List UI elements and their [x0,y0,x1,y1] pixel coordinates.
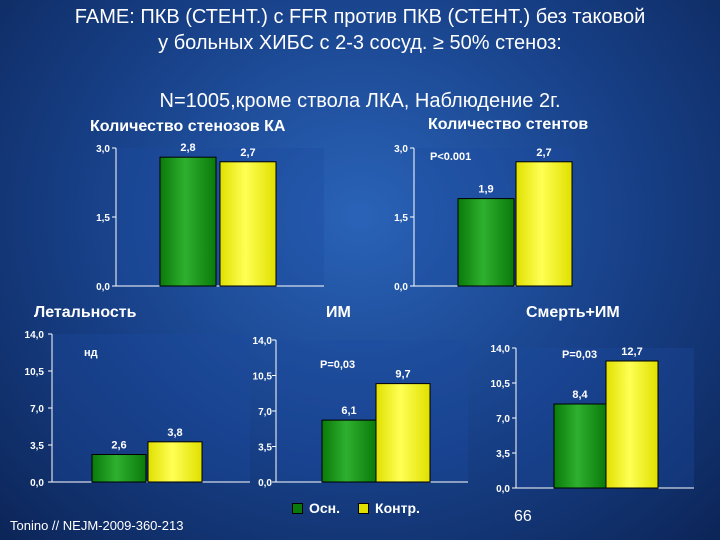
p-value-annotation-2: нд [84,347,98,359]
y-tick-label-0-1: 1,5 [96,213,110,224]
y-tick-label-3-1: 10,5 [253,372,273,383]
bar-value-label-3-control: 9,7 [395,369,410,381]
bar-3-main [321,419,377,483]
y-tick-label-3-4: 0,0 [258,478,272,489]
legend: Осн. Контр. [292,500,420,516]
bar-value-label-1-control: 2,7 [536,147,551,159]
slide-title-line-1: FAME: ПКВ (СТЕНТ.) с FFR против ПКВ (СТЕ… [74,6,646,28]
chart-title-stenoses: Количество стенозов КА [90,118,286,135]
bar-1-control [515,161,573,287]
bar-1-main [457,198,515,287]
y-tick-label-0-2: 0,0 [96,282,110,293]
y-tick-label-2-0: 14,0 [25,330,45,341]
bar-value-label-4-main: 8,4 [572,389,588,401]
p-value-annotation-3: P=0,03 [320,359,355,371]
legend-label-control: Контр. [375,500,420,516]
legend-item-main: Осн. [292,500,340,516]
page-number: 66 [514,508,532,525]
slide-title-line-2: у больных ХИБС с 2-3 сосуд. ≥ 50% стеноз… [158,32,562,54]
y-tick-label-3-2: 7,0 [258,407,272,418]
bar-2-control [147,441,203,483]
y-tick-label-4-4: 0,0 [496,484,510,495]
p-value-annotation-4: P=0,03 [562,349,597,361]
chart-title-mortality: Летальность [34,304,137,321]
chart-title-mi: ИМ [326,304,351,321]
y-tick-label-4-2: 7,0 [496,414,510,425]
bar-4-control [605,360,659,489]
bar-3-control [375,383,431,483]
chart-title-stents: Количество стентов [428,116,589,133]
bar-value-label-3-main: 6,1 [341,405,356,417]
bar-4-main [553,403,607,489]
chart-title-death-mi: Смерть+ИМ [526,304,620,321]
y-tick-label-2-4: 0,0 [30,478,44,489]
y-tick-label-2-1: 10,5 [25,367,45,378]
bar-value-label-2-control: 3,8 [167,427,182,439]
y-tick-label-4-0: 14,0 [491,344,511,355]
slide-title-line-3: N=1005,кроме ствола ЛКА, Наблюдение 2г. [159,90,561,112]
y-tick-label-2-3: 3,5 [30,441,44,452]
p-value-annotation-1: P<0.001 [430,151,471,163]
bar-0-main [159,156,217,287]
bar-0-control [219,161,277,287]
y-tick-label-2-2: 7,0 [30,404,44,415]
y-tick-label-1-1: 1,5 [394,213,408,224]
bar-value-label-1-main: 1,9 [478,184,493,196]
y-tick-label-1-0: 3,0 [394,144,408,155]
y-tick-label-3-3: 3,5 [258,443,272,454]
y-tick-label-1-2: 0,0 [394,282,408,293]
bar-value-label-4-control: 12,7 [621,346,642,358]
y-tick-label-4-3: 3,5 [496,449,510,460]
bar-value-label-0-control: 2,7 [240,147,255,159]
legend-swatch-main [292,502,303,514]
legend-label-main: Осн. [309,500,341,516]
legend-item-control: Контр. [358,500,420,516]
citation: Tonino // NEJM-2009-360-213 [10,518,184,533]
bar-value-label-0-main: 2,8 [180,142,195,154]
y-tick-label-4-1: 10,5 [491,379,511,390]
legend-swatch-control [358,502,370,514]
bar-2-main [91,454,147,483]
y-tick-label-3-0: 14,0 [253,336,273,347]
y-tick-label-0-0: 3,0 [96,144,110,155]
bar-value-label-2-main: 2,6 [111,440,126,452]
